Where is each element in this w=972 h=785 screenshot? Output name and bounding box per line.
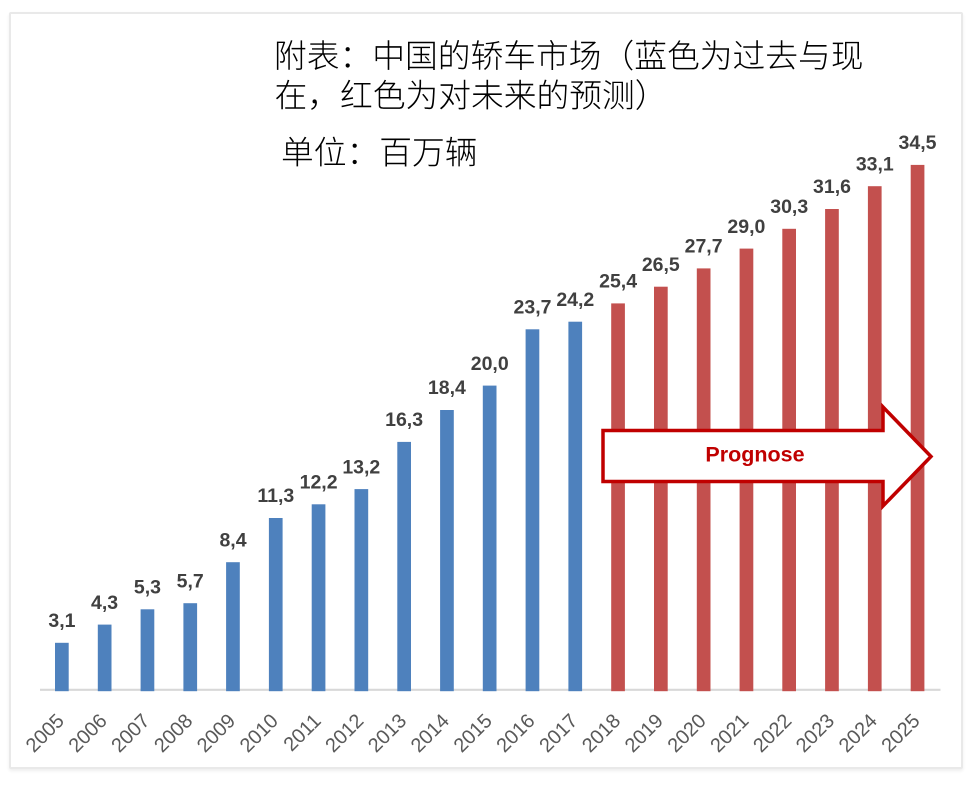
svg-text:24,2: 24,2	[556, 289, 594, 311]
svg-text:4,3: 4,3	[91, 592, 118, 614]
svg-text:2012: 2012	[321, 710, 368, 757]
svg-text:2015: 2015	[450, 710, 497, 757]
svg-text:11,3: 11,3	[257, 485, 294, 507]
svg-text:2025: 2025	[878, 710, 925, 757]
svg-text:2019: 2019	[621, 710, 668, 757]
svg-text:5,7: 5,7	[177, 570, 204, 592]
svg-text:2005: 2005	[22, 710, 69, 757]
svg-text:2024: 2024	[835, 710, 882, 757]
svg-text:25,4: 25,4	[599, 271, 637, 293]
svg-text:2023: 2023	[792, 710, 839, 757]
svg-text:2018: 2018	[578, 710, 625, 757]
svg-text:26,5: 26,5	[642, 254, 680, 276]
svg-text:31,6: 31,6	[813, 176, 851, 198]
svg-text:2011: 2011	[280, 710, 326, 756]
svg-text:34,5: 34,5	[899, 132, 937, 154]
svg-text:2021: 2021	[706, 710, 753, 757]
svg-text:2020: 2020	[664, 710, 711, 757]
svg-text:2022: 2022	[749, 710, 796, 757]
svg-text:30,3: 30,3	[770, 196, 808, 218]
svg-text:13,2: 13,2	[342, 456, 380, 478]
svg-text:2008: 2008	[150, 710, 197, 757]
svg-text:8,4: 8,4	[219, 529, 246, 551]
svg-text:2016: 2016	[493, 710, 540, 757]
svg-text:33,1: 33,1	[856, 153, 894, 175]
svg-text:5,3: 5,3	[134, 577, 161, 599]
svg-text:2010: 2010	[236, 710, 283, 757]
svg-text:18,4: 18,4	[428, 377, 466, 399]
svg-text:2017: 2017	[535, 710, 582, 757]
svg-text:2013: 2013	[364, 710, 411, 757]
svg-text:23,7: 23,7	[514, 297, 552, 319]
svg-text:2006: 2006	[65, 710, 112, 757]
svg-text:12,2: 12,2	[300, 472, 338, 494]
svg-text:3,1: 3,1	[48, 610, 75, 632]
svg-text:16,3: 16,3	[385, 409, 423, 431]
svg-text:27,7: 27,7	[685, 236, 723, 258]
svg-text:Prognose: Prognose	[705, 443, 804, 467]
svg-text:29,0: 29,0	[727, 216, 765, 238]
svg-text:2014: 2014	[407, 710, 454, 757]
svg-text:2009: 2009	[193, 710, 240, 757]
svg-text:20,0: 20,0	[471, 353, 509, 375]
svg-text:2007: 2007	[107, 710, 154, 757]
